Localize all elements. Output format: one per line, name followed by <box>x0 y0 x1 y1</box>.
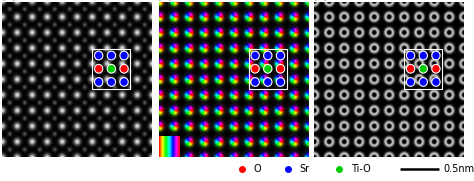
Circle shape <box>107 51 116 60</box>
Circle shape <box>432 78 440 86</box>
Text: O: O <box>253 164 261 174</box>
Circle shape <box>264 51 272 60</box>
Circle shape <box>276 78 285 86</box>
Circle shape <box>419 78 428 86</box>
Circle shape <box>120 78 128 86</box>
Circle shape <box>107 64 116 73</box>
Text: Ti-O: Ti-O <box>351 164 371 174</box>
Circle shape <box>432 51 440 60</box>
Circle shape <box>264 64 272 73</box>
Circle shape <box>120 64 128 73</box>
Circle shape <box>107 78 116 86</box>
Bar <box>404 49 442 89</box>
Circle shape <box>432 64 440 73</box>
Circle shape <box>251 51 259 60</box>
Text: Sr: Sr <box>300 164 310 174</box>
Circle shape <box>406 78 415 86</box>
Circle shape <box>419 64 428 73</box>
Circle shape <box>264 78 272 86</box>
Circle shape <box>94 51 103 60</box>
Circle shape <box>251 64 259 73</box>
Circle shape <box>406 64 415 73</box>
Circle shape <box>120 51 128 60</box>
Text: 0.5nm: 0.5nm <box>444 164 474 174</box>
Circle shape <box>406 51 415 60</box>
Circle shape <box>276 64 285 73</box>
Circle shape <box>276 51 285 60</box>
Circle shape <box>251 78 259 86</box>
Circle shape <box>94 78 103 86</box>
Bar <box>249 49 287 89</box>
Circle shape <box>94 64 103 73</box>
Bar <box>92 49 130 89</box>
Circle shape <box>419 51 428 60</box>
